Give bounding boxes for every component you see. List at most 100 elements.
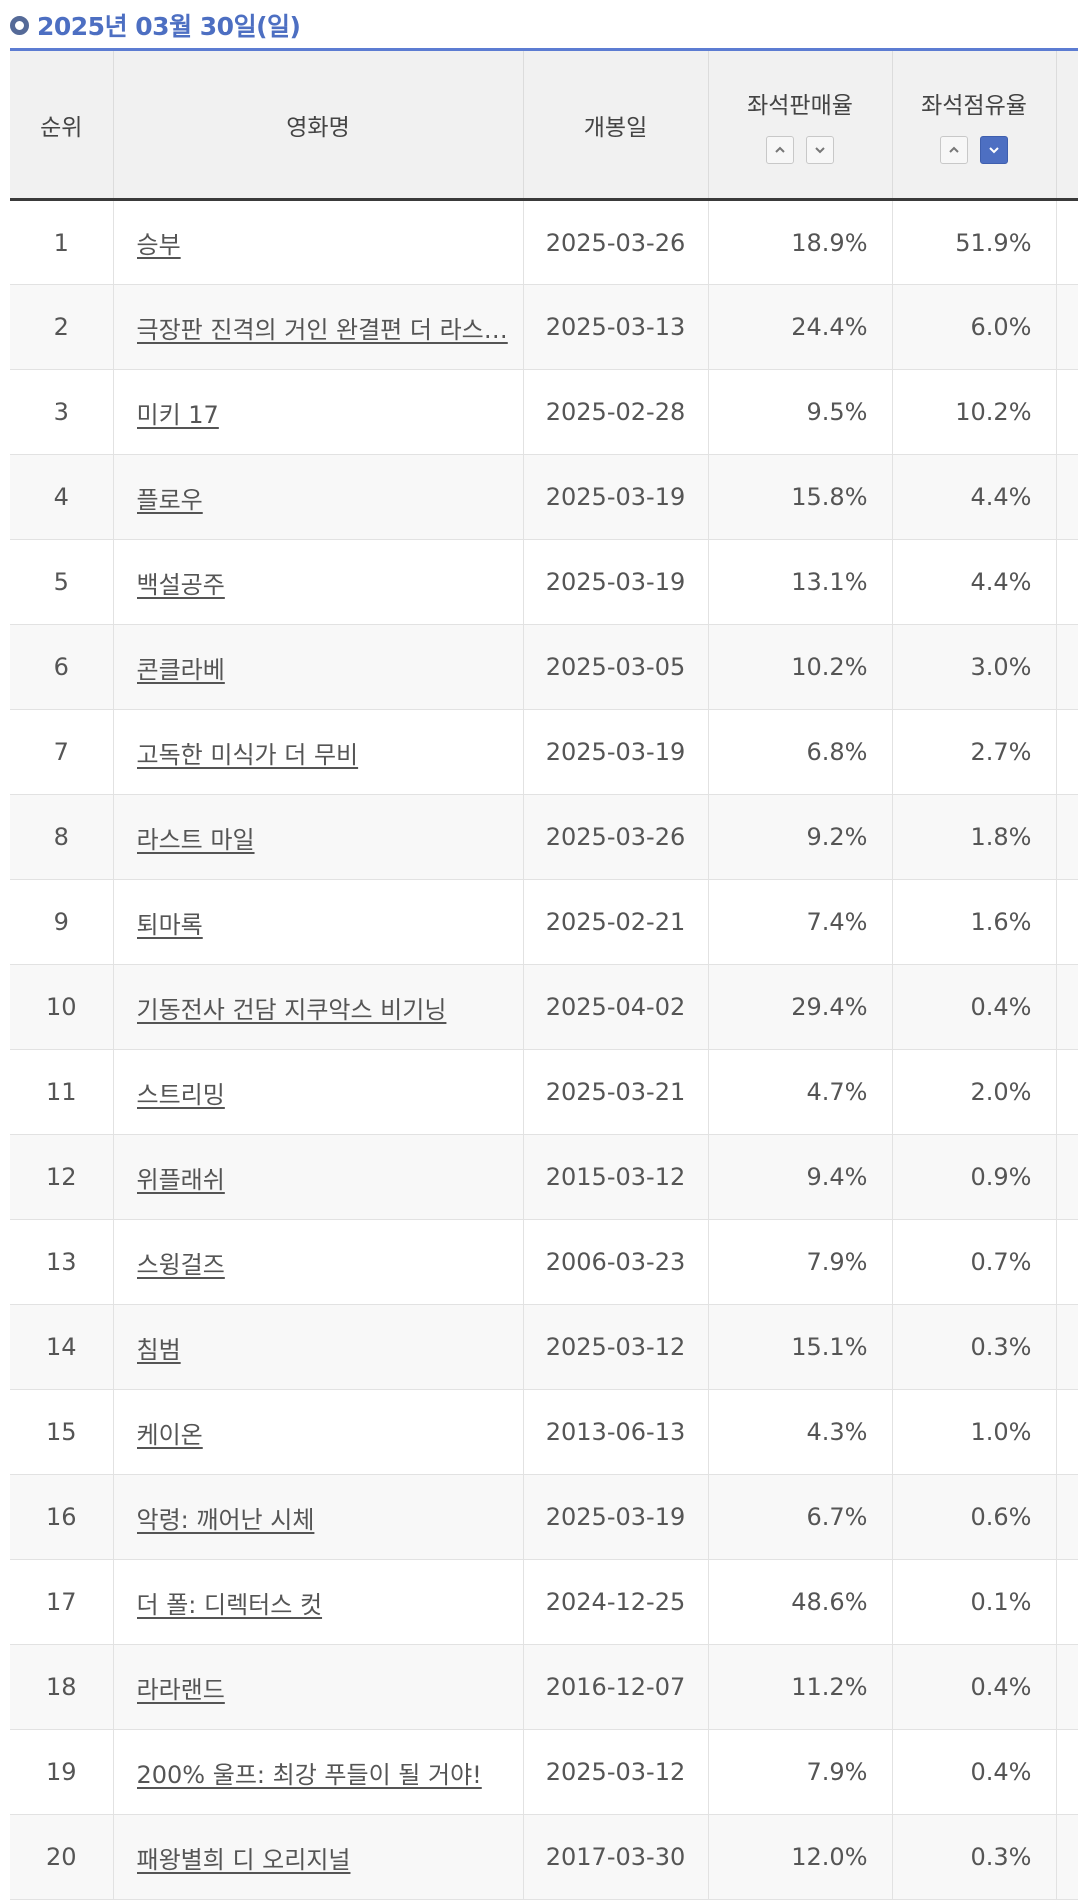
seat-share-rate-cell: 1.6% (892, 879, 1057, 965)
movie-title-link[interactable]: 기동전사 건담 지쿠악스 비기닝 (136, 995, 447, 1024)
share-sort-asc-button[interactable] (940, 135, 968, 164)
seat-sales-rate-cell: 12.0% (708, 1814, 893, 1900)
extra-cell (1056, 879, 1078, 965)
seat-share-rate-cell: 0.1% (892, 1559, 1057, 1645)
movie-title-link[interactable]: 라라랜드 (136, 1675, 225, 1704)
column-header-rank: 순위 (10, 49, 114, 201)
rank-cell: 14 (10, 1304, 114, 1390)
movie-title-link[interactable]: 퇴마록 (136, 910, 203, 939)
movie-title-link[interactable]: 라스트 마일 (136, 825, 255, 854)
sales-sort-controls (709, 135, 892, 164)
title-cell: 고독한 미식가 더 무비 (113, 709, 524, 795)
movie-title-link[interactable]: 더 폴: 디렉터스 컷 (136, 1590, 323, 1619)
rank-cell: 1 (10, 199, 114, 285)
chevron-down-icon (989, 146, 999, 153)
movie-title-link[interactable]: 미키 17 (136, 400, 219, 429)
release-date-cell: 2025-03-19 (523, 1474, 709, 1560)
movie-title-link[interactable]: 스윙걸즈 (136, 1250, 225, 1279)
rank-cell: 9 (10, 879, 114, 965)
extra-cell (1056, 1049, 1078, 1135)
seat-sales-rate-cell: 10.2% (708, 624, 893, 710)
movie-title-link[interactable]: 위플래쉬 (136, 1165, 225, 1194)
extra-cell (1056, 794, 1078, 880)
seat-share-rate-cell: 0.3% (892, 1814, 1057, 1900)
rank-cell: 18 (10, 1644, 114, 1730)
date-title-text: 2025년 03월 30일(일) (37, 12, 301, 41)
release-date-cell: 2025-03-19 (523, 454, 709, 540)
seat-share-rate-cell: 2.0% (892, 1049, 1057, 1135)
seat-share-rate-cell: 1.8% (892, 794, 1057, 880)
title-cell: 스트리밍 (113, 1049, 524, 1135)
seat-sales-rate-cell: 4.3% (708, 1389, 893, 1475)
title-cell: 콘클라베 (113, 624, 524, 710)
table-row: 7 고독한 미식가 더 무비 2025-03-19 6.8% 2.7% (10, 709, 1078, 795)
movie-title-link[interactable]: 스트리밍 (136, 1080, 225, 1109)
seat-share-rate-cell: 10.2% (892, 369, 1057, 455)
movie-title-link[interactable]: 침범 (136, 1335, 181, 1364)
extra-cell (1056, 199, 1078, 285)
column-header-sales-label: 좌석판매율 (747, 92, 853, 119)
extra-cell (1056, 1219, 1078, 1305)
movie-title-link[interactable]: 악령: 깨어난 시체 (136, 1505, 315, 1534)
title-cell: 200% 울프: 최강 푸들이 될 거야! (113, 1729, 524, 1815)
extra-cell (1056, 1559, 1078, 1645)
table-row: 18 라라랜드 2016-12-07 11.2% 0.4% (10, 1644, 1078, 1730)
chevron-up-icon (949, 146, 959, 153)
release-date-cell: 2025-03-26 (523, 794, 709, 880)
extra-cell (1056, 369, 1078, 455)
share-sort-desc-button[interactable] (980, 135, 1008, 164)
seat-share-rate-cell: 4.4% (892, 539, 1057, 625)
title-cell: 스윙걸즈 (113, 1219, 524, 1305)
sales-sort-asc-button[interactable] (766, 135, 794, 164)
table-row: 13 스윙걸즈 2006-03-23 7.9% 0.7% (10, 1219, 1078, 1305)
seat-sales-rate-cell: 48.6% (708, 1559, 893, 1645)
sales-sort-desc-button[interactable] (806, 135, 834, 164)
movie-title-link[interactable]: 승부 (136, 231, 181, 259)
movie-title-link[interactable]: 백설공주 (136, 570, 225, 599)
seat-sales-rate-cell: 9.4% (708, 1134, 893, 1220)
release-date-cell: 2025-03-05 (523, 624, 709, 710)
column-header-extra (1056, 49, 1078, 201)
table-row: 14 침범 2025-03-12 15.1% 0.3% (10, 1304, 1078, 1390)
release-date-cell: 2025-02-28 (523, 369, 709, 455)
release-date-cell: 2017-03-30 (523, 1814, 709, 1900)
seat-share-rate-cell: 1.0% (892, 1389, 1057, 1475)
extra-cell (1056, 1814, 1078, 1900)
title-cell: 기동전사 건담 지쿠악스 비기닝 (113, 964, 524, 1050)
extra-cell (1056, 964, 1078, 1050)
title-cell: 라스트 마일 (113, 794, 524, 880)
movie-title-link[interactable]: 패왕별희 디 오리지널 (136, 1845, 351, 1874)
seat-sales-rate-cell: 15.1% (708, 1304, 893, 1390)
extra-cell (1056, 1304, 1078, 1390)
movie-title-link[interactable]: 고독한 미식가 더 무비 (136, 740, 359, 769)
seat-share-rate-cell: 0.7% (892, 1219, 1057, 1305)
seat-share-rate-cell: 2.7% (892, 709, 1057, 795)
table-row: 4 플로우 2025-03-19 15.8% 4.4% (10, 454, 1078, 540)
table-row: 12 위플래쉬 2015-03-12 9.4% 0.9% (10, 1134, 1078, 1220)
circle-bullet-icon (10, 15, 29, 35)
rank-cell: 17 (10, 1559, 114, 1645)
rank-cell: 10 (10, 964, 114, 1050)
movie-title-link[interactable]: 콘클라베 (136, 655, 225, 684)
table-row: 10 기동전사 건담 지쿠악스 비기닝 2025-04-02 29.4% 0.4% (10, 964, 1078, 1050)
seat-sales-rate-cell: 13.1% (708, 539, 893, 625)
seat-sales-rate-cell: 6.7% (708, 1474, 893, 1560)
movie-title-link[interactable]: 200% 울프: 최강 푸들이 될 거야! (136, 1760, 482, 1789)
movie-title-link[interactable]: 케이온 (136, 1420, 203, 1449)
boxoffice-table: 순위 영화명 개봉일 좌석판매율 좌석점유율 (10, 48, 1078, 1900)
movie-title-link[interactable]: 플로우 (136, 485, 203, 514)
extra-cell (1056, 624, 1078, 710)
column-header-release: 개봉일 (523, 49, 709, 201)
chevron-down-icon (815, 146, 825, 153)
column-header-sales: 좌석판매율 (708, 49, 893, 201)
movie-title-link[interactable]: 극장판 진격의 거인 완결편 더 라스… (136, 315, 508, 344)
seat-sales-rate-cell: 15.8% (708, 454, 893, 540)
title-cell: 극장판 진격의 거인 완결편 더 라스… (113, 284, 524, 370)
table-row: 1 승부 2025-03-26 18.9% 51.9% (10, 199, 1078, 285)
seat-share-rate-cell: 0.4% (892, 964, 1057, 1050)
rank-cell: 16 (10, 1474, 114, 1560)
table-row: 19 200% 울프: 최강 푸들이 될 거야! 2025-03-12 7.9% 0.4… (10, 1729, 1078, 1815)
extra-cell (1056, 454, 1078, 540)
extra-cell (1056, 1134, 1078, 1220)
